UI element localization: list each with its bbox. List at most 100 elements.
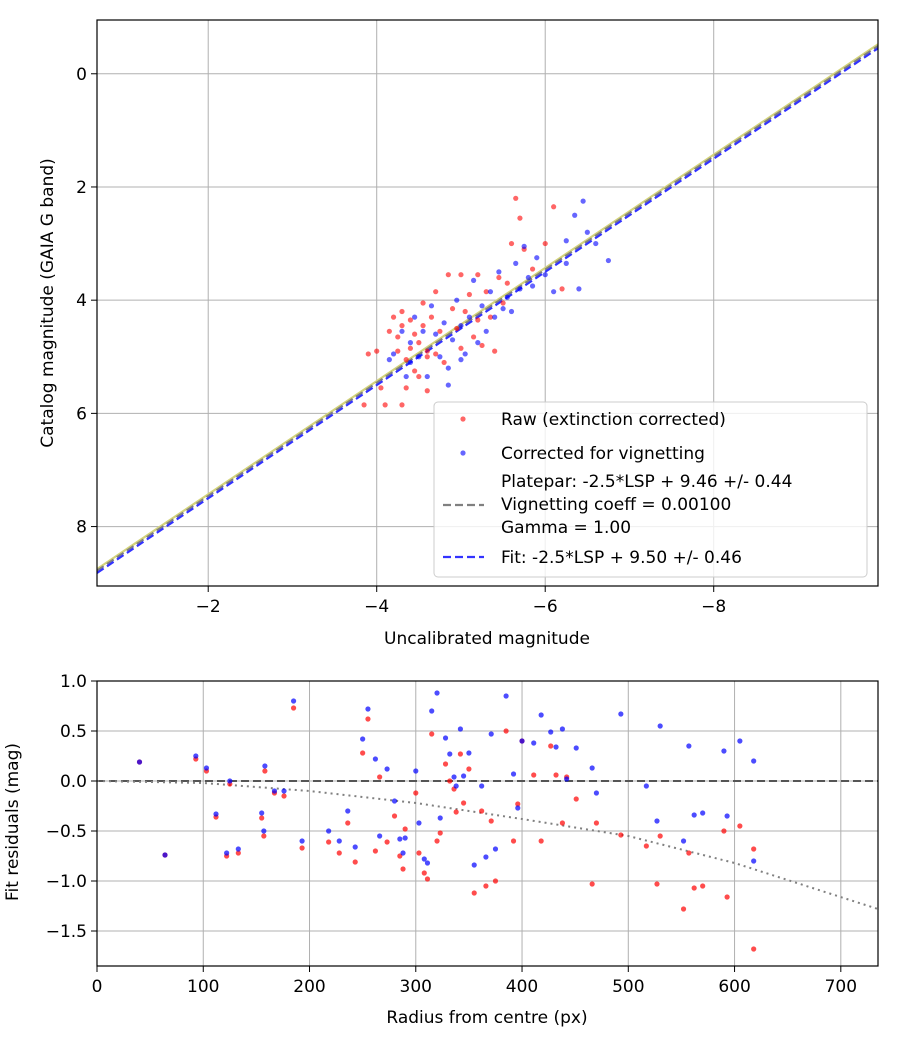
corrected-point [416, 354, 422, 360]
y-tick-label: 8 [76, 518, 87, 538]
corrected-residual-point [397, 836, 403, 842]
raw-residual-point [360, 750, 366, 756]
raw-residual-point [235, 850, 241, 856]
corrected-residual-point [377, 833, 383, 839]
x-tick-label: −6 [533, 597, 558, 617]
corrected-residual-point [259, 810, 265, 816]
raw-point [475, 317, 481, 323]
raw-residual-point [299, 845, 305, 851]
raw-residual-point [372, 848, 378, 854]
raw-point [508, 240, 515, 247]
raw-point [395, 334, 401, 340]
corrected-point [407, 359, 414, 366]
corrected-point [386, 357, 392, 363]
raw-point [433, 289, 439, 295]
corrected-residual-point [453, 783, 459, 789]
x-tick-label: 0 [92, 977, 103, 997]
corrected-point [445, 365, 451, 371]
raw-residual-point [680, 906, 687, 912]
raw-residual-point [413, 790, 419, 796]
corrected-residual-point [434, 690, 440, 696]
raw-residual-point [515, 801, 521, 807]
corrected-residual-point [492, 846, 499, 852]
y-tick-label: 4 [76, 291, 87, 311]
raw-residual-point [345, 820, 351, 826]
corrected-point [508, 308, 515, 315]
corrected-residual-point [372, 756, 378, 762]
legend-raw-marker [460, 416, 466, 422]
x-tick-label: 700 [825, 977, 857, 997]
corrected-point [572, 212, 578, 218]
corrected-point [412, 314, 418, 320]
legend-platepar-label: Platepar: -2.5*LSP + 9.46 +/- 0.44 [501, 472, 792, 492]
bottom-ticks: 0 100 200 300 400 500 600 700 1.0 0.5 0.0 −0.5 −1.0 −… [46, 672, 857, 997]
raw-point [412, 331, 418, 337]
corrected-residual-point [429, 708, 435, 714]
raw-residual-point [453, 809, 459, 815]
raw-point [416, 340, 422, 346]
raw-residual-point [471, 890, 477, 896]
corrected-point [437, 354, 443, 360]
raw-residual-point [654, 881, 660, 887]
raw-point [500, 300, 506, 306]
corrected-residual-point [483, 854, 489, 860]
y-tick-label: −0.5 [46, 822, 87, 842]
raw-point [551, 204, 557, 210]
legend-fit-label: Fit: -2.5*LSP + 9.50 +/- 0.46 [501, 548, 742, 568]
y-tick-label: −1.5 [46, 922, 87, 942]
bottom-points [136, 690, 757, 952]
raw-residual-point [437, 830, 443, 836]
corrected-point [458, 323, 464, 329]
corrected-residual-point [457, 726, 464, 732]
corrected-point [458, 357, 464, 363]
vignetting-curve [97, 780, 878, 910]
corrected-point [454, 297, 460, 303]
x-tick-label: 100 [187, 977, 219, 997]
corrected-residual-point [589, 765, 595, 771]
corrected-residual-point [281, 788, 287, 794]
raw-point [470, 334, 477, 340]
bottom-reference-lines [97, 780, 878, 910]
raw-point [378, 385, 384, 391]
raw-point [403, 385, 409, 391]
corrected-residual-point [299, 838, 305, 844]
corrected-residual-point [538, 712, 544, 718]
raw-point [479, 342, 485, 349]
raw-residual-point [559, 820, 566, 826]
raw-residual-point [618, 832, 624, 838]
corrected-residual-point [471, 862, 477, 868]
raw-point [542, 240, 548, 247]
top-points [361, 195, 611, 408]
raw-residual-point [553, 772, 559, 778]
x-tick-label: −8 [701, 597, 726, 617]
raw-residual-point [400, 866, 406, 872]
corrected-residual-point [352, 844, 358, 850]
raw-residual-point [721, 828, 727, 834]
raw-residual-point [434, 838, 440, 844]
corrected-residual-point [384, 766, 390, 772]
corrected-residual-point [593, 790, 600, 796]
corrected-residual-point [724, 813, 730, 819]
raw-residual-point [442, 761, 449, 767]
corrected-residual-point [227, 778, 233, 784]
raw-residual-point [391, 813, 398, 819]
raw-point [395, 348, 401, 354]
residuals-plot: 0 100 200 300 400 500 600 700 1.0 0.5 0.0 −0.5 −1.0 −… [3, 672, 879, 1028]
corrected-point [504, 294, 510, 300]
raw-residual-point [589, 881, 595, 887]
raw-point [441, 359, 447, 366]
raw-point [458, 272, 464, 278]
raw-residual-point [457, 751, 464, 757]
corrected-residual-point [224, 850, 230, 856]
corrected-residual-point [447, 751, 453, 757]
raw-residual-point [281, 793, 287, 799]
raw-residual-point [724, 894, 730, 900]
corrected-point [403, 373, 409, 380]
bottom-axes-frame [96, 680, 879, 967]
raw-residual-point [538, 838, 544, 844]
corrected-point [479, 303, 485, 309]
calibration-plot: −2 −4 −6 −8 0 2 4 6 8 Uncalibrated magnitude Cat… [38, 19, 879, 649]
raw-point [416, 373, 422, 380]
corrected-point [593, 240, 599, 247]
raw-residual-point [488, 818, 494, 824]
